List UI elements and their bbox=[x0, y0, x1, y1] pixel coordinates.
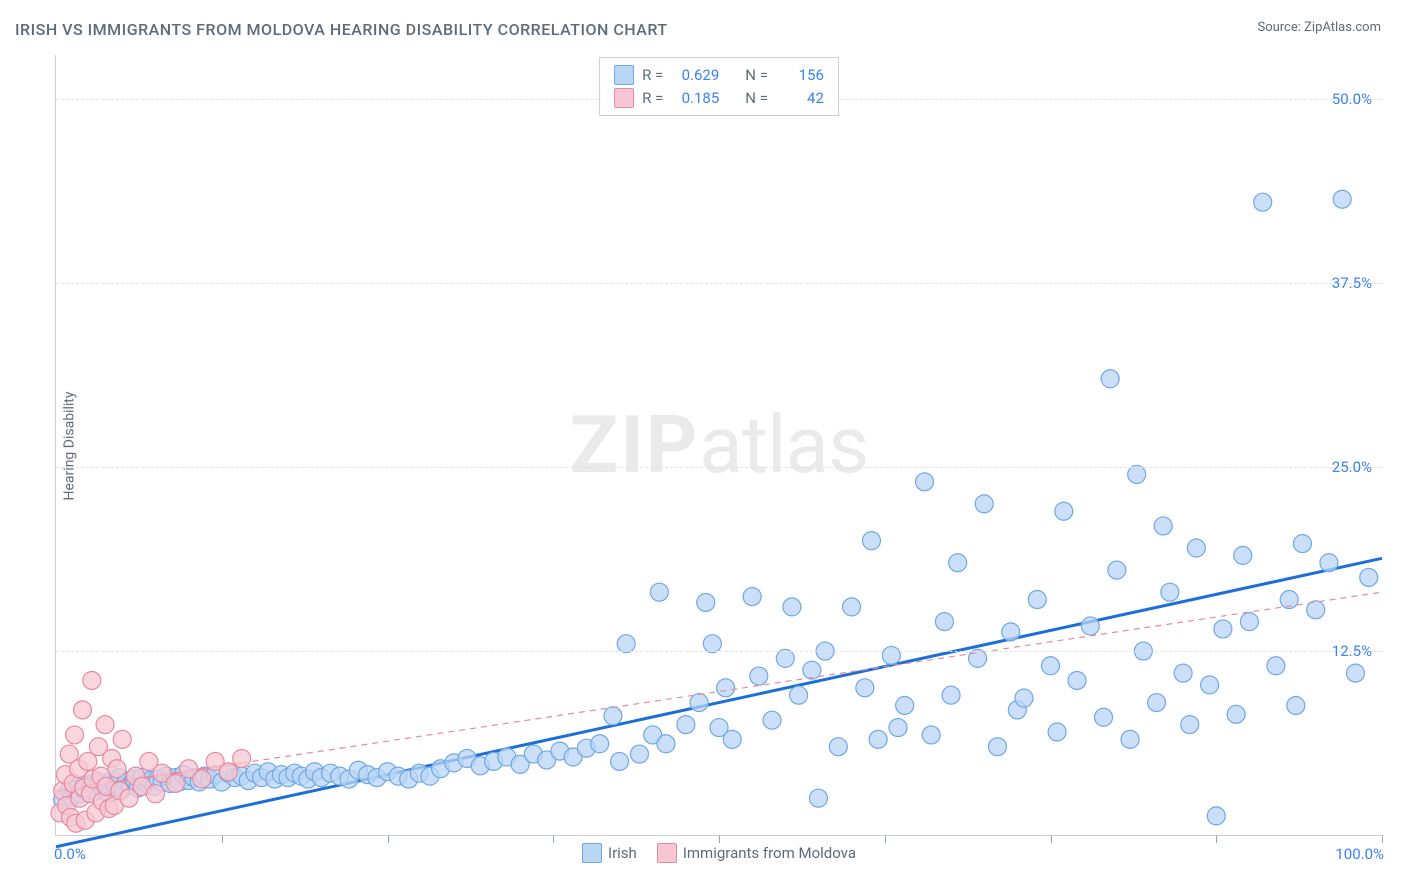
r-value: 0.629 bbox=[671, 64, 719, 87]
scatter-svg bbox=[56, 55, 1382, 835]
legend-swatch bbox=[582, 843, 602, 863]
x-tick bbox=[719, 835, 720, 843]
r-value: 0.185 bbox=[671, 87, 719, 110]
x-tick bbox=[885, 835, 886, 843]
r-label: R = bbox=[642, 87, 663, 110]
n-value: 156 bbox=[776, 64, 824, 87]
x-tick bbox=[1382, 835, 1383, 843]
legend-row: R = 0.629 N = 156 bbox=[614, 64, 824, 87]
series-legend: Irish Immigrants from Moldova bbox=[582, 843, 856, 863]
x-tick bbox=[1216, 835, 1217, 843]
plot-area: ZIPatlas R =0.629N =156R =0.185N =42 Iri… bbox=[55, 55, 1382, 836]
x-tick bbox=[1051, 835, 1052, 843]
n-value: 42 bbox=[776, 87, 824, 110]
r-label: R = bbox=[642, 64, 663, 87]
legend-label: Immigrants from Moldova bbox=[683, 844, 856, 862]
x-axis-max: 100.0% bbox=[1335, 845, 1384, 863]
gridline bbox=[56, 283, 1382, 284]
n-label: N = bbox=[745, 64, 768, 87]
x-tick bbox=[388, 835, 389, 843]
chart-title: IRISH VS IMMIGRANTS FROM MOLDOVA HEARING… bbox=[15, 20, 668, 39]
y-tick-label: 50.0% bbox=[1332, 90, 1372, 108]
n-label: N = bbox=[745, 87, 768, 110]
x-tick bbox=[553, 835, 554, 843]
legend-item: Irish bbox=[582, 843, 637, 863]
legend-item: Immigrants from Moldova bbox=[657, 843, 856, 863]
gridline bbox=[56, 467, 1382, 468]
legend-label: Irish bbox=[608, 844, 637, 862]
x-tick bbox=[222, 835, 223, 843]
y-tick-label: 25.0% bbox=[1332, 458, 1372, 476]
gridline bbox=[56, 651, 1382, 652]
y-tick-label: 37.5% bbox=[1332, 274, 1372, 292]
correlation-legend: R = 0.629 N = 156 R = 0.185 N = 42 bbox=[599, 57, 839, 116]
legend-row: R = 0.185 N = 42 bbox=[614, 87, 824, 110]
legend-swatch bbox=[657, 843, 677, 863]
legend-swatch bbox=[614, 65, 634, 85]
x-axis-origin: 0.0% bbox=[54, 845, 86, 863]
source-label: Source: ZipAtlas.com bbox=[1257, 20, 1381, 35]
y-tick-label: 12.5% bbox=[1332, 642, 1372, 660]
legend-swatch bbox=[614, 88, 634, 108]
